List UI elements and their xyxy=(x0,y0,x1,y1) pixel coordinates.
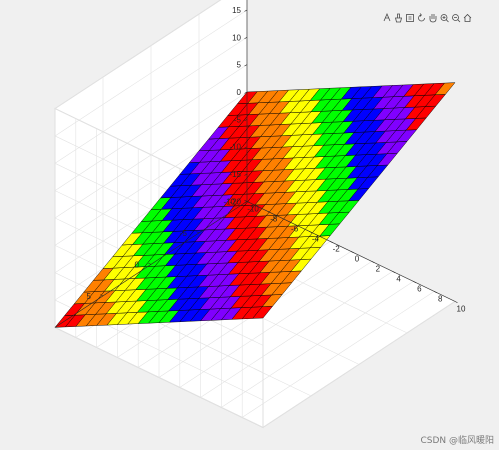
z-tick-mark xyxy=(244,146,248,149)
z-tick-label: -5 xyxy=(234,115,242,124)
surface-patch xyxy=(434,82,456,96)
x-tick-mark xyxy=(371,261,375,264)
grid-line-z xyxy=(54,9,248,137)
y-tick-label: 0 xyxy=(135,260,140,269)
y-tick-mark xyxy=(148,262,152,265)
x-tick-mark xyxy=(350,251,354,254)
grid-line-z xyxy=(54,327,264,428)
z-tick-mark xyxy=(244,9,248,12)
z-tick-label: 0 xyxy=(237,88,242,97)
zoom-in-icon[interactable] xyxy=(440,14,449,23)
z-tick-mark xyxy=(244,91,248,94)
x-tick-label: -2 xyxy=(333,244,341,253)
watermark-text: CSDN @临风暖阳 xyxy=(420,434,494,446)
y-tick-mark xyxy=(244,199,248,202)
pan-icon[interactable] xyxy=(429,14,437,23)
z-tick-mark xyxy=(244,119,248,122)
x-tick-mark xyxy=(454,301,458,304)
x-tick-mark xyxy=(330,241,333,244)
x-tick-mark xyxy=(309,231,313,234)
y-tick-label: -5 xyxy=(180,229,188,238)
z-tick-label: -20 xyxy=(229,197,241,206)
z-tick-label: -10 xyxy=(229,143,241,152)
grid-line-z xyxy=(54,37,248,164)
x-tick-label: 10 xyxy=(457,304,466,313)
z-tick-label: 15 xyxy=(232,6,241,15)
x-tick-label: -6 xyxy=(291,224,299,233)
zoom-out-icon[interactable] xyxy=(452,14,461,23)
data-tip-icon[interactable] xyxy=(383,12,391,22)
axis-ticks: -10-8-6-4-20246810-10-50520151050-5-10-1… xyxy=(54,0,466,328)
home-icon[interactable] xyxy=(463,13,472,22)
rotate-icon[interactable] xyxy=(418,13,425,22)
x-tick-label: 2 xyxy=(376,264,381,273)
y-tick-label: 5 xyxy=(87,292,92,301)
x-tick-label: 4 xyxy=(396,274,401,283)
x-tick-label: -4 xyxy=(312,234,320,243)
z-tick-mark xyxy=(244,37,248,39)
grid-line-z xyxy=(54,0,222,109)
z-tick-label: 5 xyxy=(237,61,242,70)
y-tick-label: -10 xyxy=(223,197,235,206)
x-tick-mark xyxy=(246,201,250,204)
export-icon[interactable] xyxy=(406,14,414,22)
x-tick-label: -8 xyxy=(270,214,278,223)
z-tick-label: -15 xyxy=(229,170,241,179)
x-tick-label: 8 xyxy=(438,294,443,303)
x-tick-mark xyxy=(413,281,417,284)
y-tick-mark xyxy=(100,294,104,297)
z-tick-mark xyxy=(244,201,248,204)
axes-toolbar xyxy=(383,12,472,23)
grid-line-z xyxy=(54,91,248,219)
z-tick-mark xyxy=(244,64,248,67)
x-tick-mark xyxy=(392,271,396,274)
x-tick-label: -10 xyxy=(247,204,259,213)
x-tick-mark xyxy=(267,211,271,214)
z-tick-label: 10 xyxy=(232,33,241,42)
z-tick-mark xyxy=(244,173,248,176)
x-tick-label: 6 xyxy=(417,284,422,293)
grid-line-z xyxy=(54,64,248,191)
x-tick-mark xyxy=(434,291,437,294)
x-tick-mark xyxy=(288,221,292,224)
y-tick-mark xyxy=(196,231,200,234)
x-tick-label: 0 xyxy=(355,254,360,263)
brush-icon[interactable] xyxy=(394,13,403,23)
